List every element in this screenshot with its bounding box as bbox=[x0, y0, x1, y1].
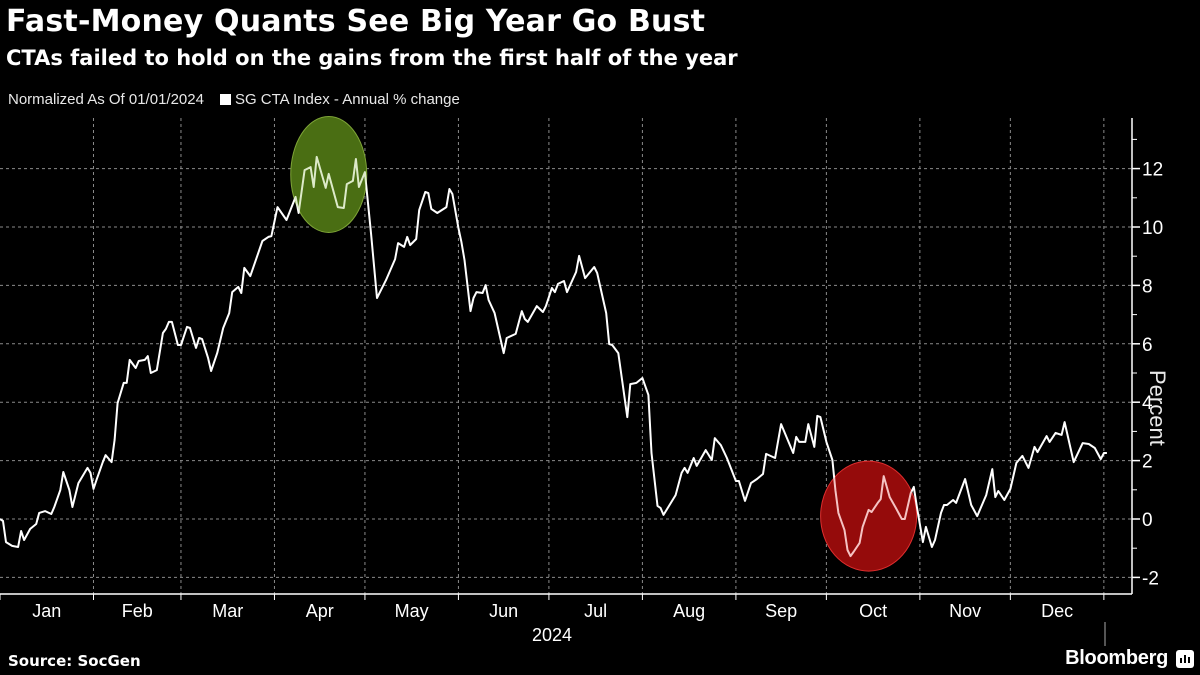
y-tick-label: -2 bbox=[1142, 568, 1159, 589]
y-tick-label: 12 bbox=[1142, 160, 1163, 181]
y-tick-label: 8 bbox=[1142, 276, 1153, 297]
y-tick-label: 4 bbox=[1142, 393, 1153, 414]
x-tick-label: Jun bbox=[489, 601, 518, 621]
normalization-note: Normalized As Of 01/01/2024 bbox=[8, 91, 204, 108]
x-tick-label: Dec bbox=[1041, 601, 1073, 621]
x-tick-label: Jan bbox=[32, 601, 61, 621]
source-note: Source: SocGen bbox=[8, 652, 141, 670]
gridlines bbox=[0, 118, 1132, 594]
y-tick-label: 2 bbox=[1142, 452, 1153, 473]
y-tick-label: 10 bbox=[1142, 218, 1163, 239]
chart-title: Fast-Money Quants See Big Year Go Bust bbox=[6, 4, 706, 39]
x-tick-label: Mar bbox=[212, 601, 243, 621]
bloomberg-logo: Bloomberg bbox=[1065, 647, 1168, 669]
y-axis-label: Percent bbox=[1145, 370, 1170, 446]
chart-subtitle: CTAs failed to hold on the gains from th… bbox=[6, 46, 738, 70]
legend-series-label: SG CTA Index - Annual % change bbox=[234, 91, 460, 108]
x-tick-label: Nov bbox=[949, 601, 981, 621]
x-tick-label: Oct bbox=[859, 601, 887, 621]
series-line bbox=[0, 155, 1107, 558]
y-tick-label: 6 bbox=[1142, 335, 1153, 356]
x-tick-label: Feb bbox=[122, 601, 153, 621]
x-tick-label: Jul bbox=[584, 601, 607, 621]
x-tick-label: Aug bbox=[673, 601, 705, 621]
x-tick-label: Apr bbox=[306, 601, 334, 621]
y-tick-label: 0 bbox=[1142, 510, 1153, 531]
legend: Normalized As Of 01/01/2024 SG CTA Index… bbox=[8, 91, 460, 108]
x-tick-label: Sep bbox=[765, 601, 797, 621]
bloomberg-chart-icon bbox=[1176, 650, 1194, 668]
axes: -2 0 2 4 6 8 10 12 Jan Feb Mar Apr May Jun Jul Aug Sep Oc… bbox=[0, 118, 1163, 646]
highlight-red-ellipse bbox=[820, 460, 918, 572]
x-tick-label: May bbox=[395, 601, 429, 621]
annotations bbox=[290, 115, 918, 572]
legend-swatch-icon bbox=[219, 94, 231, 105]
x-axis-year-label: 2024 bbox=[532, 625, 572, 645]
annotation-overlays bbox=[290, 116, 917, 572]
